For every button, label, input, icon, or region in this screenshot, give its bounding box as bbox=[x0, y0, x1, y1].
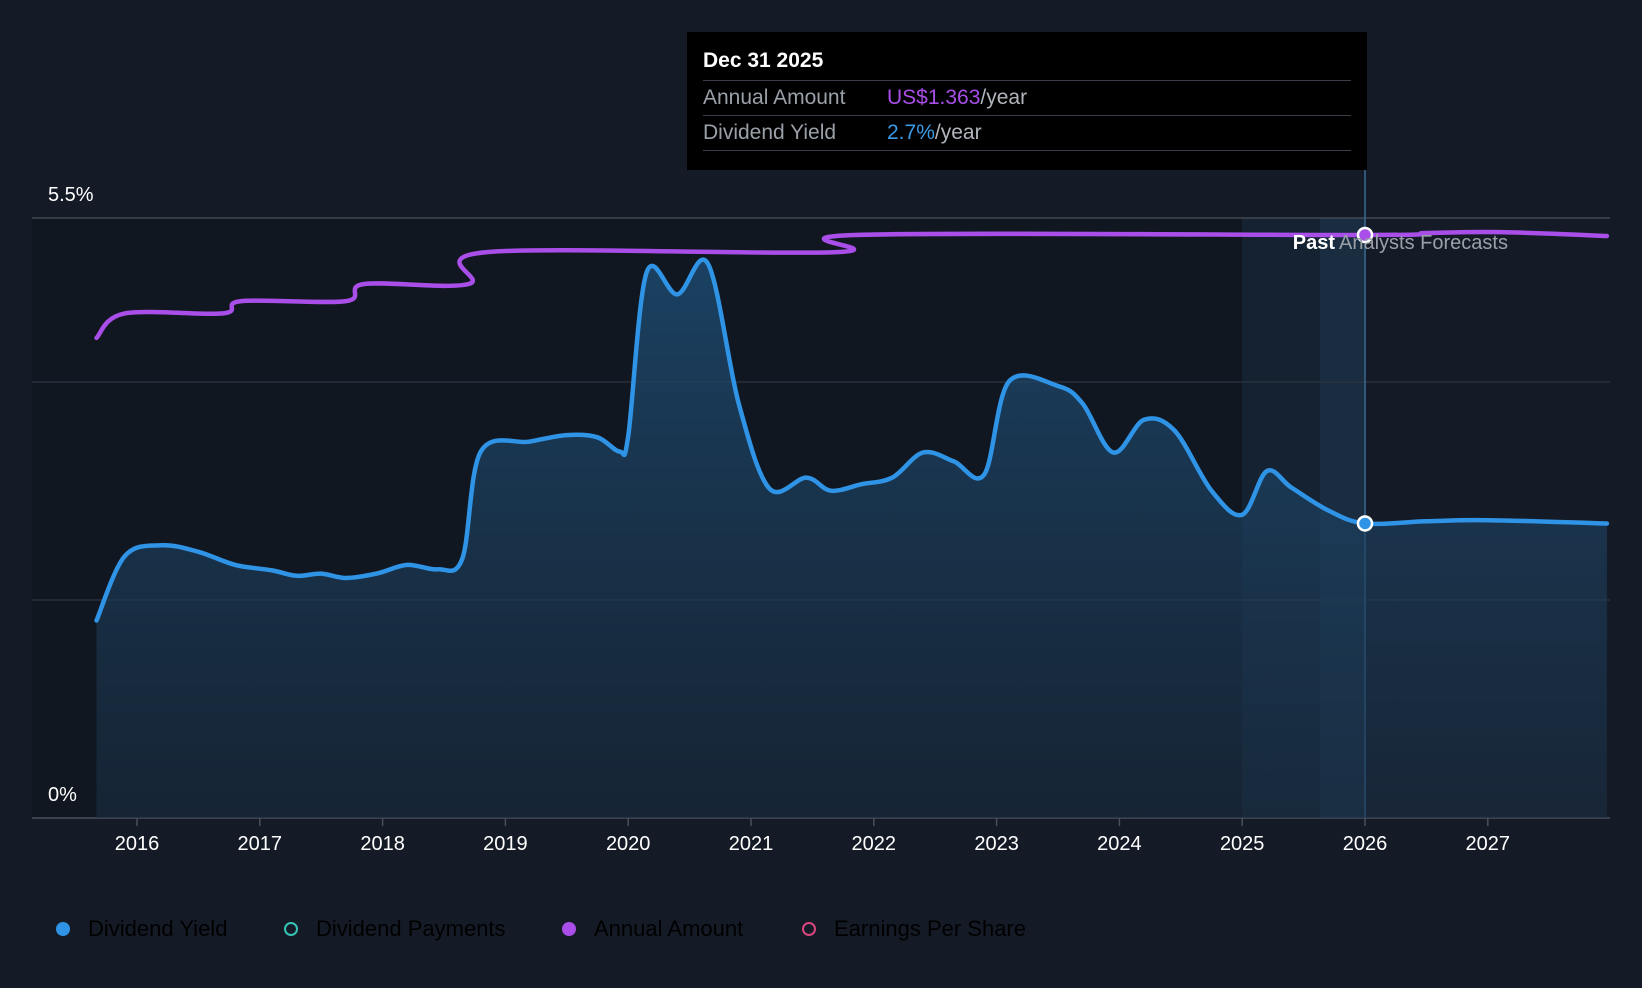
tooltip-row-dividend-yield: Dividend Yield2.7%/year bbox=[703, 116, 1351, 151]
legend-dot-icon bbox=[56, 922, 70, 936]
x-tick-label: 2025 bbox=[1220, 833, 1265, 855]
x-tick-label: 2018 bbox=[360, 833, 405, 855]
legend-dot-icon bbox=[562, 922, 576, 936]
x-tick-label: 2016 bbox=[115, 833, 160, 855]
x-tick-label: 2019 bbox=[483, 833, 528, 855]
legend-earnings-per-share[interactable]: Earnings Per Share bbox=[778, 898, 1048, 960]
x-tick-label: 2020 bbox=[606, 833, 651, 855]
y-tick-label-top: 5.5% bbox=[48, 184, 94, 206]
legend-label: Dividend Payments bbox=[316, 916, 506, 942]
tooltip-value: 2.7% bbox=[887, 121, 935, 144]
x-tick-label: 2021 bbox=[729, 833, 774, 855]
legend-annual-amount[interactable]: Annual Amount bbox=[538, 898, 770, 960]
tooltip-date: Dec 31 2025 bbox=[703, 46, 1351, 81]
chart-tooltip: Dec 31 2025 Annual AmountUS$1.363/year D… bbox=[687, 32, 1367, 170]
y-tick-label-bottom: 0% bbox=[48, 784, 77, 806]
legend-dot-icon bbox=[802, 922, 816, 936]
x-tick-label: 2027 bbox=[1466, 833, 1511, 855]
x-tick-label: 2024 bbox=[1097, 833, 1142, 855]
tooltip-unit: /year bbox=[980, 86, 1027, 109]
past-region-label: Past bbox=[1293, 232, 1336, 254]
x-tick-label: 2017 bbox=[238, 833, 283, 855]
tooltip-row-annual-amount: Annual AmountUS$1.363/year bbox=[703, 81, 1351, 116]
tooltip-value: US$1.363 bbox=[887, 86, 980, 109]
x-tick-label: 2022 bbox=[852, 833, 897, 855]
legend-label: Dividend Yield bbox=[88, 916, 227, 942]
legend-label: Earnings Per Share bbox=[834, 916, 1026, 942]
tooltip-label: Dividend Yield bbox=[703, 116, 887, 150]
legend-dividend-yield[interactable]: Dividend Yield bbox=[32, 898, 252, 960]
x-tick-label: 2023 bbox=[974, 833, 1019, 855]
tooltip-label: Annual Amount bbox=[703, 81, 887, 115]
dividend-yield-marker bbox=[1358, 516, 1372, 530]
tooltip-unit: /year bbox=[935, 121, 982, 144]
legend-label: Annual Amount bbox=[594, 916, 743, 942]
legend-dot-icon bbox=[284, 922, 298, 936]
forecast-region-label: Analysts Forecasts bbox=[1339, 232, 1508, 254]
legend-dividend-payments[interactable]: Dividend Payments bbox=[260, 898, 528, 960]
x-tick-label: 2026 bbox=[1343, 833, 1388, 855]
